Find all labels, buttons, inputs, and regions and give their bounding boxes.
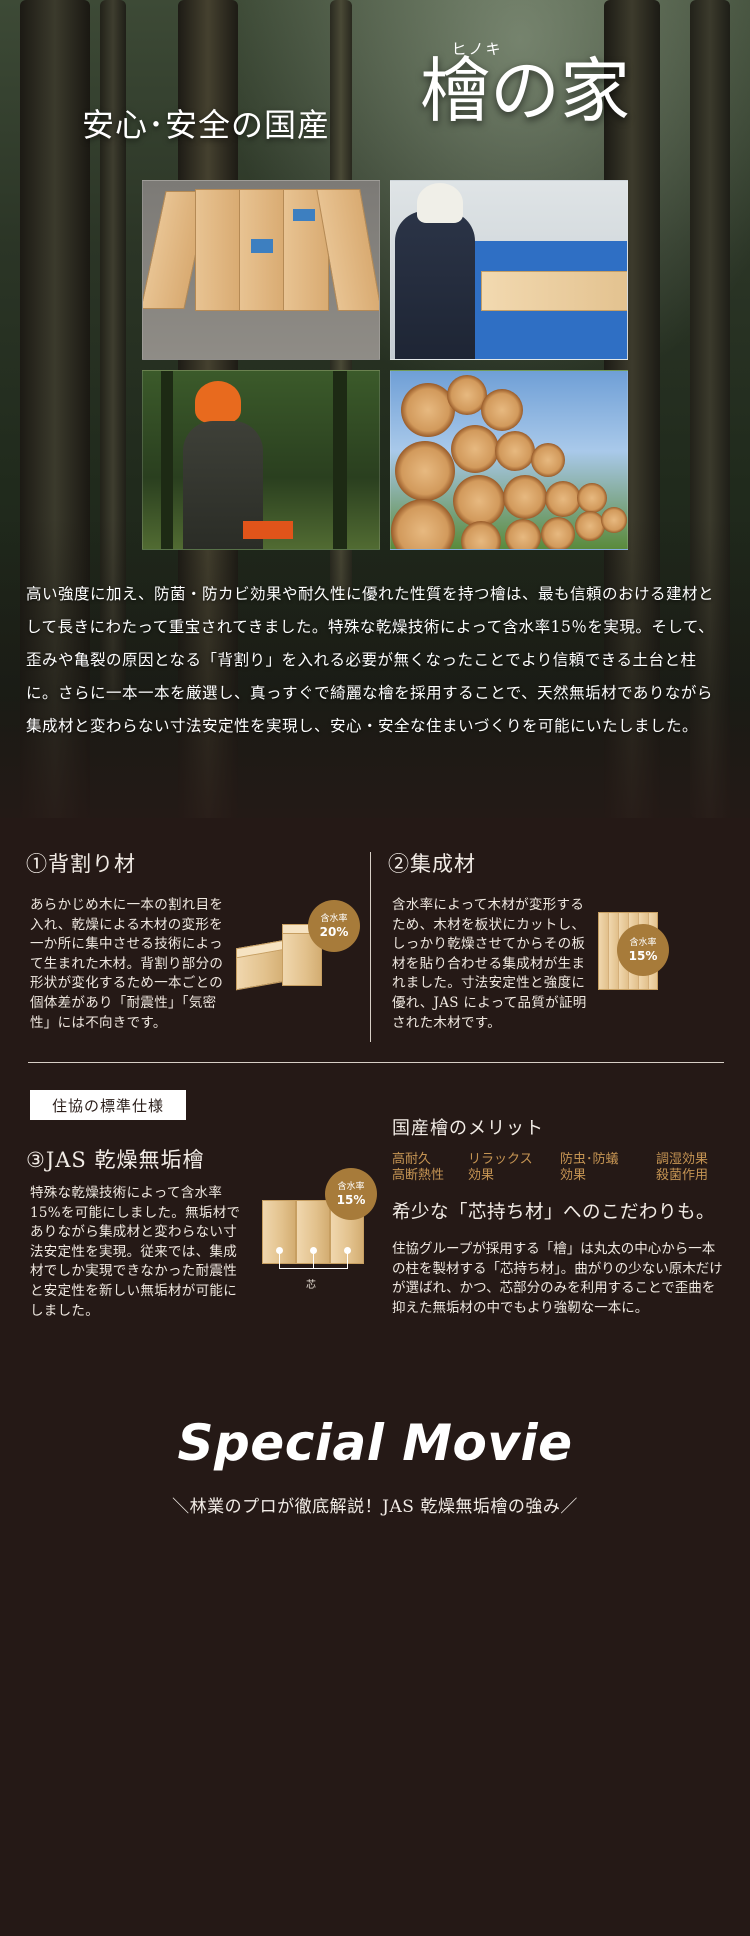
core-label: 芯 xyxy=(306,1280,316,1291)
photo-log-pile xyxy=(390,370,628,550)
moisture-badge-15-jas: 含水率 15% xyxy=(325,1168,377,1220)
movie-title: Special Movie xyxy=(177,1414,573,1472)
feature-1-title: ①背割り材 xyxy=(26,852,136,876)
hero-shade xyxy=(0,518,750,818)
merit-item-humidity: 調湿効果 殺菌作用 xyxy=(656,1152,709,1183)
feature-3-title: ③JAS 乾燥無垢檜 xyxy=(26,1148,205,1172)
standard-spec-label: 住協の標準仕様 xyxy=(30,1090,186,1120)
merit-item-insect: 防虫･防蟻 効果 xyxy=(560,1152,619,1183)
hero-ruby: ヒノキ xyxy=(451,40,503,58)
merit-body: 住協グループが採用する「檜」は丸太の中心から一本の柱を製材する「芯持ち材」。曲が… xyxy=(392,1241,723,1316)
photo-factory-worker xyxy=(390,180,628,360)
hero-section: 安心･安全の国産 ヒノキ 檜の家 xyxy=(0,0,750,818)
photo-forestry-worker xyxy=(142,370,380,550)
feature-3-body: 特殊な乾燥技術によって含水率15%を可能にしました。無垢材でありながら集成材と変… xyxy=(30,1185,241,1319)
moisture-badge-20: 含水率 20% xyxy=(308,900,360,952)
feature-2-body: 含水率によって木材が変形するため、木材を板状にカットし、しっかり乾燥させてからそ… xyxy=(392,897,587,1031)
moisture-badge-15: 含水率 15% xyxy=(617,924,669,976)
merit-item-durability: 高耐久 高断熱性 xyxy=(392,1152,445,1183)
hero-title: 檜の家 xyxy=(420,50,630,132)
merit-title: 国産檜のメリット xyxy=(392,1118,544,1139)
feature-divider-horizontal xyxy=(28,1062,724,1063)
merit-heading: 希少な「芯持ち材」へのこだわりも。 xyxy=(392,1202,716,1223)
merit-item-relax: リラックス 効果 xyxy=(468,1152,533,1183)
feature-1-body: あらかじめ木に一本の割れ目を入れ、乾燥による木材の変形を一か所に集中させる技術に… xyxy=(30,897,224,1031)
feature-divider-vertical xyxy=(370,852,371,1042)
photo-lumber-beams xyxy=(142,180,380,360)
movie-subtitle: ＼林業のプロが徹底解説！JAS 乾燥無垢檜の強み／ xyxy=(172,1497,578,1517)
hero-subtitle: 安心･安全の国産 xyxy=(82,106,331,144)
hero-description: 高い強度に加え、防菌・防カビ効果や耐久性に優れた性質を持つ檜は、最も信頼のおける… xyxy=(26,585,715,735)
feature-2-title: ②集成材 xyxy=(388,852,476,876)
